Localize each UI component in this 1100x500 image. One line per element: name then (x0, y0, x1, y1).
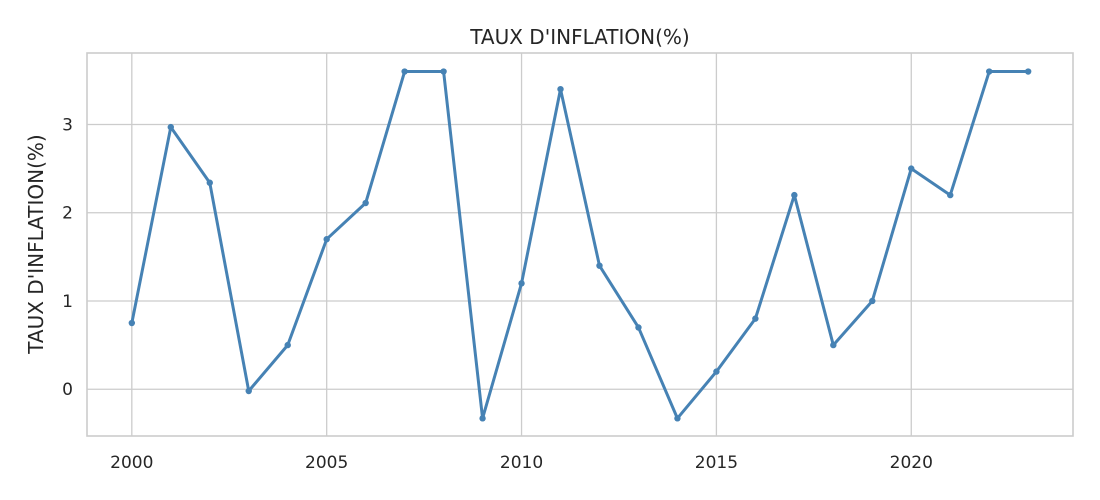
data-point (986, 68, 993, 75)
data-point (323, 236, 330, 243)
data-point (791, 191, 798, 199)
series (128, 68, 1032, 422)
data-point (518, 280, 525, 287)
data-point (869, 297, 876, 305)
x-axis-ticks: 2000 2005 2010 2015 2020 (110, 453, 933, 473)
x-tick-label: 2015 (695, 453, 738, 473)
y-tick-label: 1 (62, 292, 73, 312)
data-point (362, 199, 369, 207)
data-point (245, 387, 252, 395)
data-point (479, 415, 486, 422)
x-tick-label: 2005 (305, 453, 348, 473)
data-point (167, 123, 174, 131)
data-point (284, 341, 291, 349)
data-point (635, 324, 642, 331)
x-tick-label: 2020 (890, 453, 933, 473)
plot-frame (86, 52, 1074, 437)
data-point (440, 68, 447, 75)
data-point (674, 415, 681, 422)
y-tick-label: 3 (62, 115, 73, 135)
data-point (557, 85, 564, 93)
data-point (401, 68, 408, 75)
data-point (1024, 68, 1032, 75)
data-point (128, 319, 136, 327)
data-point (596, 262, 603, 269)
x-tick-label: 2010 (500, 453, 543, 473)
data-point (713, 368, 720, 375)
x-tick-label: 2000 (110, 453, 153, 473)
data-point (206, 179, 213, 186)
grid (87, 53, 1073, 436)
data-point (752, 315, 759, 322)
y-axis-label: TAUX D'INFLATION(%) (24, 134, 48, 354)
data-point (908, 165, 915, 172)
chart-title: TAUX D'INFLATION(%) (469, 25, 689, 49)
data-point (830, 341, 837, 349)
y-tick-label: 2 (62, 204, 73, 224)
data-point (947, 191, 954, 199)
y-tick-label: 0 (62, 380, 73, 400)
series-line (130, 70, 1030, 420)
y-axis-ticks: 0 1 2 3 (62, 115, 73, 400)
